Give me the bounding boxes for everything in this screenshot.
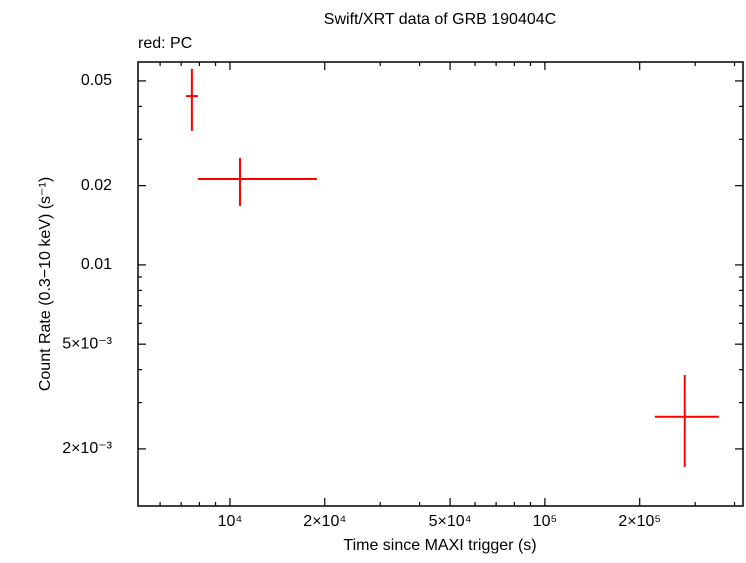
y-tick-label: 5×10⁻³ xyxy=(62,335,112,352)
chart-title: Swift/XRT data of GRB 190404C xyxy=(324,11,556,28)
x-tick-label: 10⁴ xyxy=(218,513,243,530)
y-tick-label: 2×10⁻³ xyxy=(62,440,112,457)
x-tick-label: 2×10⁵ xyxy=(618,513,661,530)
plot-frame xyxy=(137,61,744,507)
y-tick-label: 0.01 xyxy=(81,256,112,273)
chart-subtitle: red: PC xyxy=(138,35,192,52)
y-axis-label: Count Rate (0.3−10 keV) (s⁻¹) xyxy=(37,177,54,391)
x-tick-label: 2×10⁴ xyxy=(303,513,346,530)
y-tick-label: 0.02 xyxy=(81,177,112,194)
x-tick-label: 5×10⁴ xyxy=(429,513,472,530)
x-axis-label: Time since MAXI trigger (s) xyxy=(343,537,536,554)
x-tick-label: 10⁵ xyxy=(533,513,557,530)
y-tick-label: 0.05 xyxy=(81,72,112,89)
